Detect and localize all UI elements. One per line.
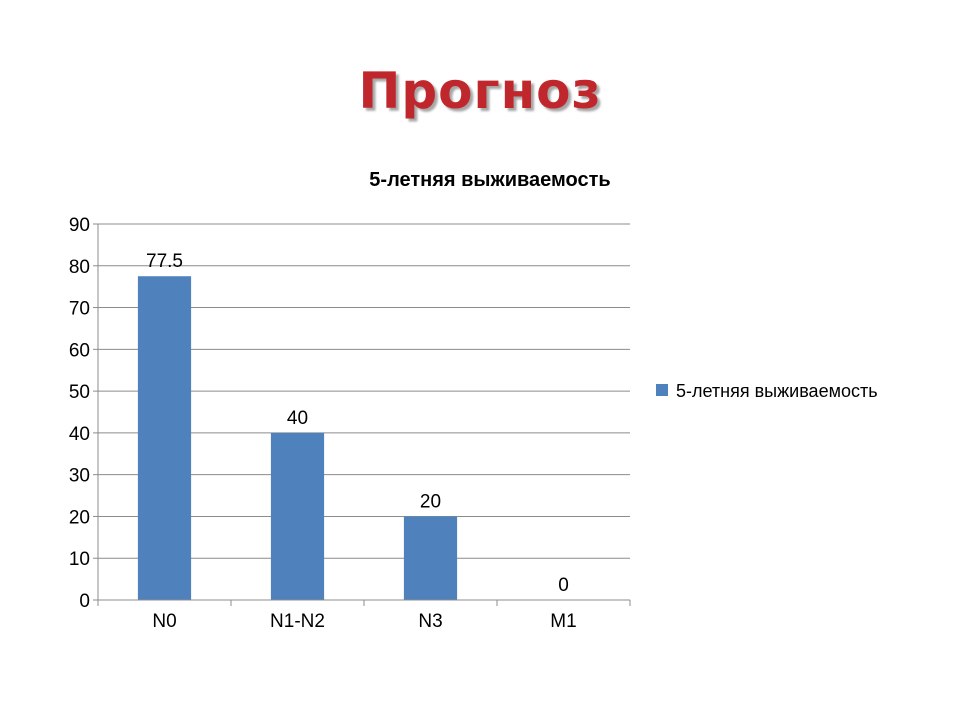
y-tick-label: 0: [79, 591, 90, 612]
data-label: 40: [287, 408, 308, 429]
x-tick-label: M1: [550, 611, 576, 632]
chart-title: 5-летняя выживаемость: [369, 169, 610, 191]
data-label: 77.5: [146, 251, 183, 272]
y-tick-label: 50: [69, 382, 90, 403]
y-tick-label: 10: [69, 549, 90, 570]
y-tick-label: 40: [69, 424, 90, 445]
bar-n0: [137, 276, 192, 600]
x-tick-label: N3: [418, 611, 442, 632]
y-tick-label: 20: [69, 507, 90, 528]
x-tick-labels: N0 N1-N2 N3 M1: [152, 611, 576, 632]
y-tick-label: 70: [69, 299, 90, 320]
legend-label: 5-летняя выживаемость: [676, 381, 878, 401]
data-labels: 77.5 40 20 0: [146, 251, 569, 596]
y-tick-label: 60: [69, 340, 90, 361]
bars: [137, 276, 458, 600]
axes: [93, 223, 631, 606]
data-label: 20: [420, 491, 441, 512]
x-tick-label: N1-N2: [270, 611, 325, 632]
bar-n3: [403, 516, 458, 600]
y-tick-label: 90: [69, 215, 90, 236]
data-label: 0: [558, 575, 569, 596]
bar-n1-n2: [270, 432, 325, 600]
y-tick-label: 30: [69, 466, 90, 487]
legend-swatch: [656, 384, 668, 396]
y-tick-labels: 0 10 20 30 40 50 60 70 80 90: [69, 215, 90, 612]
x-tick-label: N0: [152, 611, 176, 632]
slide-title: Прогноз: [358, 62, 602, 120]
legend: 5-летняя выживаемость: [656, 381, 878, 401]
y-tick-label: 80: [69, 257, 90, 278]
